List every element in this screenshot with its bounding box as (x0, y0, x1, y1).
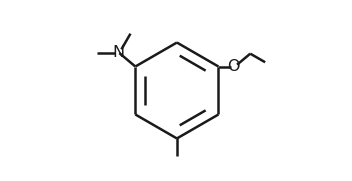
Text: O: O (228, 59, 240, 74)
Text: N: N (113, 45, 125, 60)
